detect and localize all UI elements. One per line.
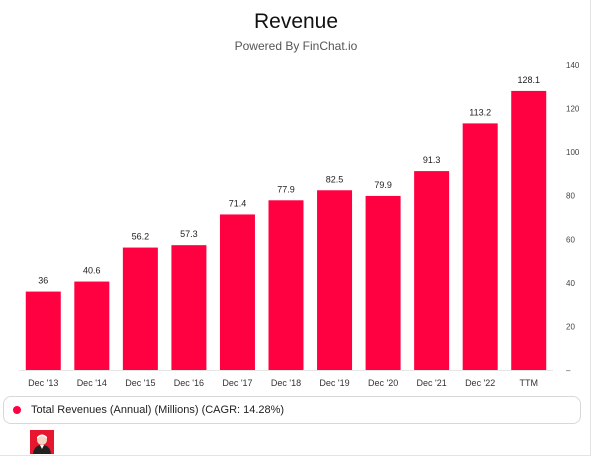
bar[interactable] xyxy=(171,245,207,370)
data-label: 77.9 xyxy=(277,184,295,194)
bar[interactable] xyxy=(414,171,450,370)
data-label: 82.5 xyxy=(326,174,344,184)
person-avatar-icon[interactable] xyxy=(30,430,54,454)
data-label: 71.4 xyxy=(229,198,247,208)
x-tick-label: Dec '20 xyxy=(368,378,398,388)
data-label: 40.6 xyxy=(83,266,101,276)
y-tick-label: 140 xyxy=(566,61,580,70)
x-tick-label: Dec '13 xyxy=(28,378,58,388)
bar[interactable] xyxy=(511,90,547,371)
y-tick-label: – xyxy=(566,366,571,375)
x-tick-label: Dec '21 xyxy=(417,378,447,388)
data-label: 113.2 xyxy=(469,107,491,117)
bar-chart: 36 Dec '13 40.6 Dec '14 56.2 Dec '15 57.3 Dec '… xyxy=(19,61,580,388)
data-label: 36 xyxy=(38,276,48,286)
bar[interactable] xyxy=(268,200,304,370)
bar[interactable] xyxy=(219,214,255,370)
bar[interactable] xyxy=(74,281,110,370)
bar[interactable] xyxy=(462,123,498,370)
data-label: 79.9 xyxy=(374,180,392,190)
data-label: 91.3 xyxy=(423,155,441,165)
bar[interactable] xyxy=(317,190,353,370)
chart-subtitle: Powered By FinChat.io xyxy=(234,39,358,53)
x-tick-label: Dec '19 xyxy=(319,378,349,388)
data-label: 128.1 xyxy=(517,75,540,85)
x-tick-label: Dec '15 xyxy=(125,378,155,388)
x-tick-label: Dec '14 xyxy=(77,378,107,388)
data-label: 56.2 xyxy=(132,232,150,242)
bar[interactable] xyxy=(122,247,158,370)
y-tick-label: 80 xyxy=(566,192,575,201)
chart-title: Revenue xyxy=(253,10,339,33)
legend[interactable]: Total Revenues (Annual) (Millions) (CAGR… xyxy=(3,396,581,424)
x-tick-label: Dec '18 xyxy=(271,378,301,388)
y-tick-label: 20 xyxy=(566,322,575,331)
bar[interactable] xyxy=(25,291,61,370)
y-tick-label: 40 xyxy=(566,279,575,288)
x-tick-label: TTM xyxy=(519,378,538,388)
bar[interactable] xyxy=(365,195,401,370)
y-tick-label: 60 xyxy=(566,235,575,244)
data-label: 57.3 xyxy=(180,229,198,239)
y-tick-label: 120 xyxy=(566,105,580,114)
x-tick-label: Dec '17 xyxy=(222,378,252,388)
y-tick-label: 100 xyxy=(566,148,580,157)
legend-swatch xyxy=(13,406,21,414)
x-tick-label: Dec '22 xyxy=(465,378,495,388)
legend-label: Total Revenues (Annual) (Millions) (CAGR… xyxy=(31,404,285,416)
x-tick-label: Dec '16 xyxy=(174,378,204,388)
